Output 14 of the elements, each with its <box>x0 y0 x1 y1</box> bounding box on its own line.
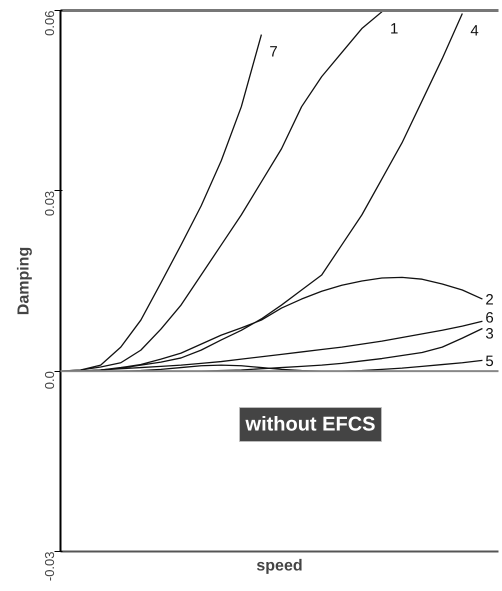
x-axis-title: speed <box>256 558 303 574</box>
series-label: 4 <box>470 22 479 40</box>
y-tick-label: 0.0 <box>42 371 57 390</box>
series-label: 6 <box>485 309 494 326</box>
series-label: 3 <box>485 325 494 342</box>
series-label: 1 <box>390 20 398 38</box>
y-tick-label: -0.03 <box>42 551 57 582</box>
series-label: 2 <box>485 292 494 309</box>
y-tick-label: 0.03 <box>42 190 57 216</box>
y-tick-label: 0.06 <box>42 10 57 36</box>
annotation: without EFCS <box>244 414 376 436</box>
series-label: 7 <box>269 44 278 61</box>
y-axis-title: Damping <box>16 246 32 316</box>
series-label: 5 <box>485 352 494 370</box>
